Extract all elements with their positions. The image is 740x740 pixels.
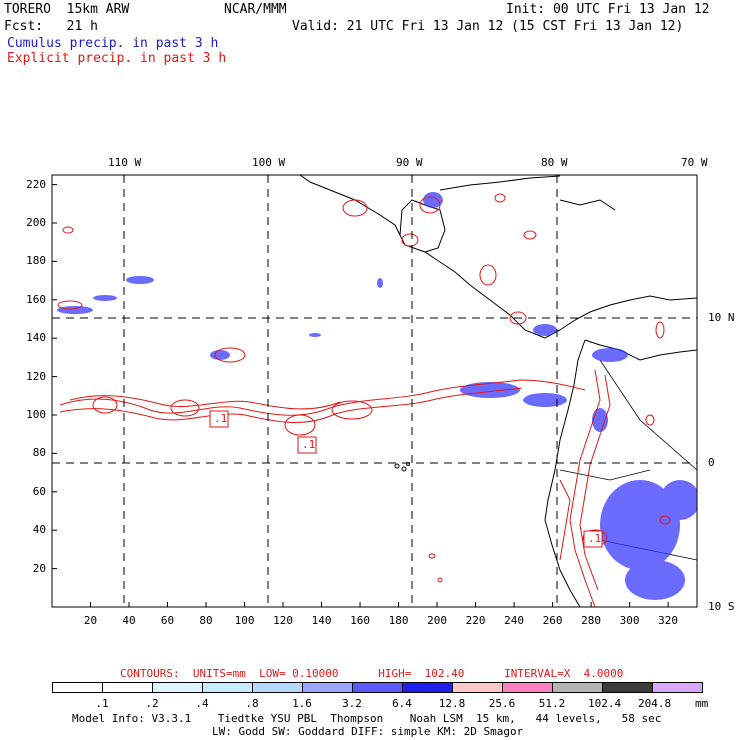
colorbar-cell	[352, 682, 403, 693]
itcz-band	[59, 379, 586, 416]
contours-info: CONTOURS: UNITS=mm LOW= 0.10000 HIGH= 10…	[120, 667, 624, 680]
forecast-hour: Fcst: 21 h	[4, 19, 98, 34]
lon-label: 70 W	[681, 156, 708, 169]
model-info: Model Info: V3.3.1 Tiedtke YSU PBL Thomp…	[72, 712, 662, 725]
latlon-grid	[52, 175, 697, 607]
cumulus-precip	[57, 192, 697, 600]
y-tick-label: 200	[26, 216, 46, 229]
explicit-precip	[57, 193, 671, 607]
contour-label-boxes	[209, 410, 603, 548]
coastline-gulf	[439, 175, 561, 191]
y-tick-label: 140	[26, 331, 46, 345]
y-tick-label: 120	[26, 369, 46, 383]
plot-frame	[51, 174, 698, 608]
colorbar-label: 1.6	[292, 697, 312, 710]
colorbar-cell	[552, 682, 603, 693]
coastline-mexico	[299, 175, 697, 339]
map-layer	[52, 175, 697, 607]
init-time: Init: 00 UTC Fri 13 Jan 12	[506, 2, 710, 17]
contour-label-1: .1	[214, 412, 228, 425]
x-tick-label: 140	[311, 614, 332, 627]
y-tick-label: 60	[32, 484, 46, 498]
colorbar-label: .4	[195, 697, 209, 710]
colorbar-label: .2	[145, 697, 159, 710]
x-tick-label: 320	[658, 614, 679, 627]
colorbar-cell	[302, 682, 353, 693]
colorbar-label: 25.6	[488, 697, 516, 710]
y-tick-label: 80	[32, 446, 46, 460]
coastline-southamerica-west	[544, 339, 586, 607]
center-name: NCAR/MMM	[224, 2, 287, 17]
lat-label: 10 N	[708, 311, 735, 324]
legend-cumulus: Cumulus precip. in past 3 h	[7, 36, 219, 51]
colorbar-cell	[102, 682, 153, 693]
x-tick-label: 120	[273, 614, 293, 627]
x-tick-label: 200	[427, 614, 447, 627]
colorbar-cell	[152, 682, 203, 693]
lon-label: 100 W	[252, 156, 286, 169]
lat-label: 0	[708, 456, 715, 469]
colorbar-cell	[452, 682, 503, 693]
colorbar-label: .1	[95, 697, 109, 710]
x-tick-label: 80	[199, 614, 213, 627]
y-tick-label: 100	[26, 408, 46, 421]
contour-label-3: .1	[588, 532, 602, 545]
colorbar-cell	[52, 682, 103, 693]
lon-label: 80 W	[541, 156, 568, 169]
colorbar-cell	[202, 682, 253, 693]
model-title: TORERO 15km ARW	[4, 2, 130, 17]
colorbar-cell	[252, 682, 303, 693]
colorbar-cell	[502, 682, 553, 693]
colorbar-label: 51.2	[538, 697, 566, 710]
colorbar-label: 3.2	[342, 697, 362, 710]
y-tick-label: 160	[26, 292, 46, 306]
lon-label: 90 W	[396, 156, 423, 169]
y-tick-label: 220	[26, 177, 46, 191]
physics-info: LW: Godd SW: Goddard DIFF: simple KM: 2D…	[212, 725, 524, 738]
lat-label: 10 S	[708, 600, 735, 613]
colorbar-cell	[402, 682, 453, 693]
colorbar-label: 102.4	[588, 697, 622, 710]
x-tick-label: 160	[350, 614, 370, 627]
y-tick-label: 180	[26, 254, 46, 268]
x-tick-label: 20	[83, 614, 98, 627]
x-tick-label: 100	[234, 614, 255, 627]
andes-band	[569, 369, 601, 607]
colorbar-label: .8	[245, 697, 259, 710]
lon-label: 110 W	[108, 156, 142, 169]
coastline-southamerica-north	[584, 339, 697, 361]
legend-explicit: Explicit precip. in past 3 h	[7, 51, 227, 66]
y-tick-label: 40	[32, 523, 46, 537]
valid-time: Valid: 21 UTC Fri 13 Jan 12 (15 CST Fri …	[292, 19, 684, 34]
colorbar-label: 204.8	[638, 697, 672, 710]
coastline-cuba	[559, 199, 616, 211]
colorbar-unit: mm	[695, 697, 709, 710]
x-tick-label: 240	[504, 614, 525, 627]
y-tick-label: 20	[32, 561, 46, 575]
x-tick-label: 260	[542, 614, 563, 627]
colorbar-cell	[652, 682, 703, 693]
x-tick-label: 60	[160, 614, 175, 627]
colorbar-cell	[602, 682, 653, 693]
x-tick-label: 180	[388, 614, 409, 627]
coastline-yucatan	[399, 199, 446, 253]
x-tick-label: 280	[581, 614, 602, 627]
x-tick-label: 220	[465, 614, 486, 627]
x-tick-label: 40	[122, 614, 136, 627]
colorbar-label: 6.4	[392, 697, 412, 710]
contour-label-2: .1	[302, 438, 316, 451]
x-tick-label: 300	[619, 614, 640, 627]
colorbar-label: 12.8	[438, 697, 466, 710]
